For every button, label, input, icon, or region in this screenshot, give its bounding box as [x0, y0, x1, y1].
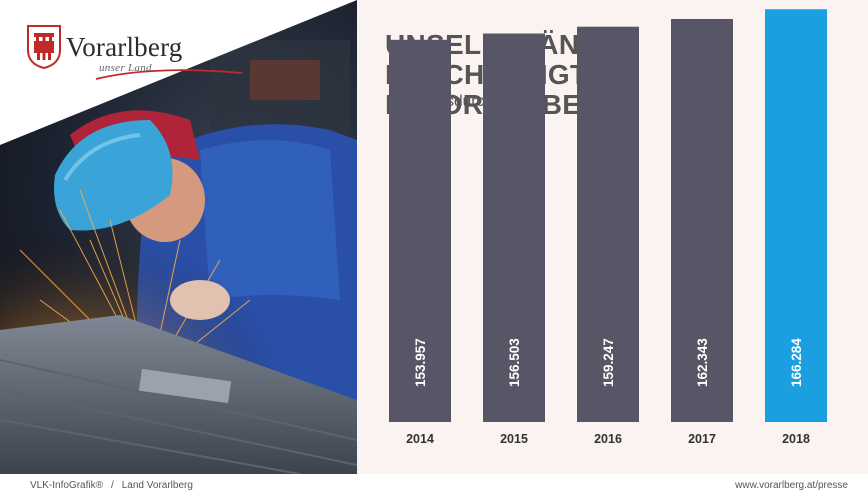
bar-value-label: 166.284: [789, 338, 804, 387]
bar-value-label: 153.957: [413, 338, 428, 387]
chart-panel: UNSELBSTÄNDIG BESCHÄFTIGTE IN VORARLBERG…: [357, 0, 868, 474]
bar-2016: [577, 26, 639, 422]
footer: VLK-InfoGrafik® / Land Vorarlberg www.vora…: [0, 474, 868, 496]
bar-2014: [389, 39, 451, 422]
bar-2017: [671, 19, 733, 422]
coat-of-arms-icon: [27, 25, 61, 70]
bar-value-label: 162.343: [695, 338, 710, 387]
footer-url[interactable]: www.vorarlberg.at/presse: [735, 480, 848, 491]
bar-chart: 153.957 2014 156.503 2015 159.247 2016 162.343…: [389, 9, 827, 446]
logo-background: [0, 0, 357, 145]
x-tick-label: 2015: [500, 432, 528, 446]
x-tick-label: 2017: [688, 432, 716, 446]
logo-swoosh-icon: [95, 69, 243, 80]
header-photo: Vorarlberg unser Land: [0, 0, 357, 474]
bar-value-label: 159.247: [601, 338, 616, 387]
logo-name: Vorarlberg: [66, 32, 183, 62]
x-tick-label: 2018: [782, 432, 810, 446]
vorarlberg-logo: Vorarlberg unser Land: [26, 24, 243, 80]
footer-source: VLK-InfoGrafik® / Land Vorarlberg: [30, 480, 193, 491]
bar-value-label: 156.503: [507, 338, 522, 387]
welder-photo-illustration: [0, 40, 357, 474]
bar-2018: [765, 9, 827, 422]
footer-source-right: Land Vorarlberg: [121, 480, 193, 491]
logo-tagline: unser Land: [99, 62, 152, 74]
x-tick-label: 2014: [406, 432, 434, 446]
footer-source-left: VLK-InfoGrafik®: [30, 480, 103, 491]
footer-separator: /: [110, 480, 114, 491]
bar-2015: [483, 33, 545, 422]
x-tick-label: 2016: [594, 432, 622, 446]
